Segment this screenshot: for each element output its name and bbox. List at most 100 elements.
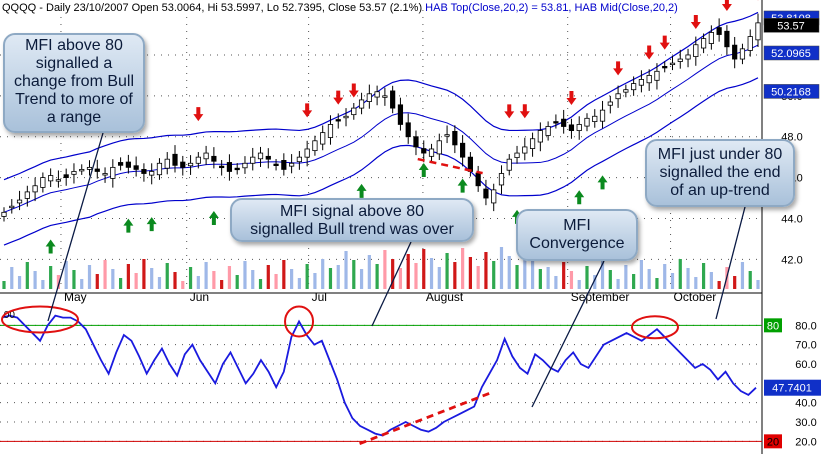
candle-body (258, 153, 262, 159)
volume-bar (368, 255, 371, 289)
candle-body (72, 171, 76, 174)
volume-bar (539, 269, 542, 289)
volume-bar (718, 281, 721, 289)
volume-bar (570, 271, 573, 289)
candle-body (274, 164, 278, 166)
candle-body (686, 55, 690, 59)
candle-body (717, 28, 721, 35)
candle-body (212, 156, 216, 161)
candle-body (235, 168, 239, 170)
volume-bar (383, 250, 386, 289)
volume-bar (142, 259, 145, 289)
volume-bar (624, 265, 627, 289)
candle-body (251, 157, 255, 163)
volume-bar (173, 272, 176, 289)
candle-body (352, 108, 356, 115)
callout-line: MFI just under 80 (651, 146, 789, 164)
volume-bar (119, 278, 122, 289)
volume-bar (438, 267, 441, 289)
candle-body (670, 63, 674, 65)
callout-bull-over: MFI signal above 80 signalled Bull trend… (230, 198, 474, 242)
volume-bar (399, 268, 402, 289)
volume-bar (741, 262, 744, 289)
volume-bar (103, 260, 106, 289)
volume-bar (733, 276, 736, 289)
volume-bar (72, 270, 75, 289)
candle-body (219, 166, 223, 168)
candle-body (523, 147, 527, 153)
candle-body (383, 96, 387, 98)
volume-bar (655, 278, 658, 289)
callout-line: signalled the end (651, 164, 789, 182)
candle-body (406, 123, 410, 137)
mfi-last-flag-text: 47.7401 (772, 383, 812, 395)
x-tick-label: October (674, 290, 717, 304)
volume-bar (756, 280, 759, 289)
volume-bar (430, 258, 433, 289)
candle-body (111, 167, 115, 178)
volume-bar (461, 248, 464, 289)
volume-bar (41, 280, 44, 289)
header-info: - Daily 23/10/2007 Open 53.0064, Hi 53.5… (39, 2, 425, 14)
volume-bar (290, 269, 293, 289)
volume-bar (282, 260, 285, 289)
volume-bar (49, 266, 52, 289)
volume-bar (407, 254, 410, 289)
candle-body (2, 212, 6, 216)
candle-body (709, 32, 713, 43)
chart-header: QQQQ - Daily 23/10/2007 Open 53.0064, Hi… (2, 2, 678, 14)
volume-bar (189, 267, 192, 289)
candle-body (616, 94, 620, 99)
volume-bar (150, 268, 153, 289)
candle-body (25, 192, 29, 199)
volume-bar (33, 271, 36, 289)
volume-bar (259, 279, 262, 289)
volume-bar (321, 259, 324, 289)
candle-body (313, 141, 317, 151)
candle-body (694, 45, 698, 57)
volume-bar (686, 268, 689, 289)
candle-body (10, 206, 14, 208)
candle-body (445, 135, 449, 137)
volume-bar (337, 265, 340, 289)
candle-body (181, 162, 185, 167)
candle-body (227, 162, 231, 171)
candle-body (647, 75, 651, 82)
mfi-y-tick-label: 30.0 (795, 417, 816, 429)
volume-bar (212, 271, 215, 289)
callout-line: a range (9, 109, 139, 127)
callout-line: signalled Bull trend was over (236, 221, 468, 239)
volume-bar (329, 268, 332, 289)
volume-bar (671, 273, 674, 289)
callout-line: of an up-trend (651, 182, 789, 200)
candle-body (484, 189, 488, 198)
candle-body (476, 173, 480, 186)
header-indicator-mid: HAB Mid(Close,20,2) (574, 2, 677, 14)
volume-bar (220, 280, 223, 289)
candle-body (453, 131, 457, 144)
candle-body (336, 120, 340, 122)
callout-convergence: MFI Convergence (516, 209, 638, 261)
candle-body (732, 45, 736, 59)
volume-bar (679, 259, 682, 289)
volume-bar (500, 247, 503, 289)
candle-body (437, 141, 441, 154)
volume-bar (344, 251, 347, 289)
candle-body (429, 149, 433, 156)
header-indicator-top: HAB Top(Close,20,2) = 53.81, (425, 2, 574, 14)
volume-bar (632, 274, 635, 289)
mfi-y-tick-label: 60.0 (795, 359, 816, 371)
candle-body (103, 174, 107, 176)
candle-body (530, 139, 534, 149)
candle-body (149, 171, 153, 175)
volume-bar (298, 278, 301, 289)
volume-bar (710, 272, 713, 289)
price-flag-bottom-text: 50.2168 (771, 86, 811, 98)
volume-bar (648, 269, 651, 289)
volume-bar (694, 277, 697, 289)
candle-body (593, 116, 597, 121)
volume-bar (80, 279, 83, 289)
candle-body (41, 178, 45, 188)
price-flag-close-text: 53.57 (777, 20, 805, 32)
candle-body (546, 126, 550, 135)
